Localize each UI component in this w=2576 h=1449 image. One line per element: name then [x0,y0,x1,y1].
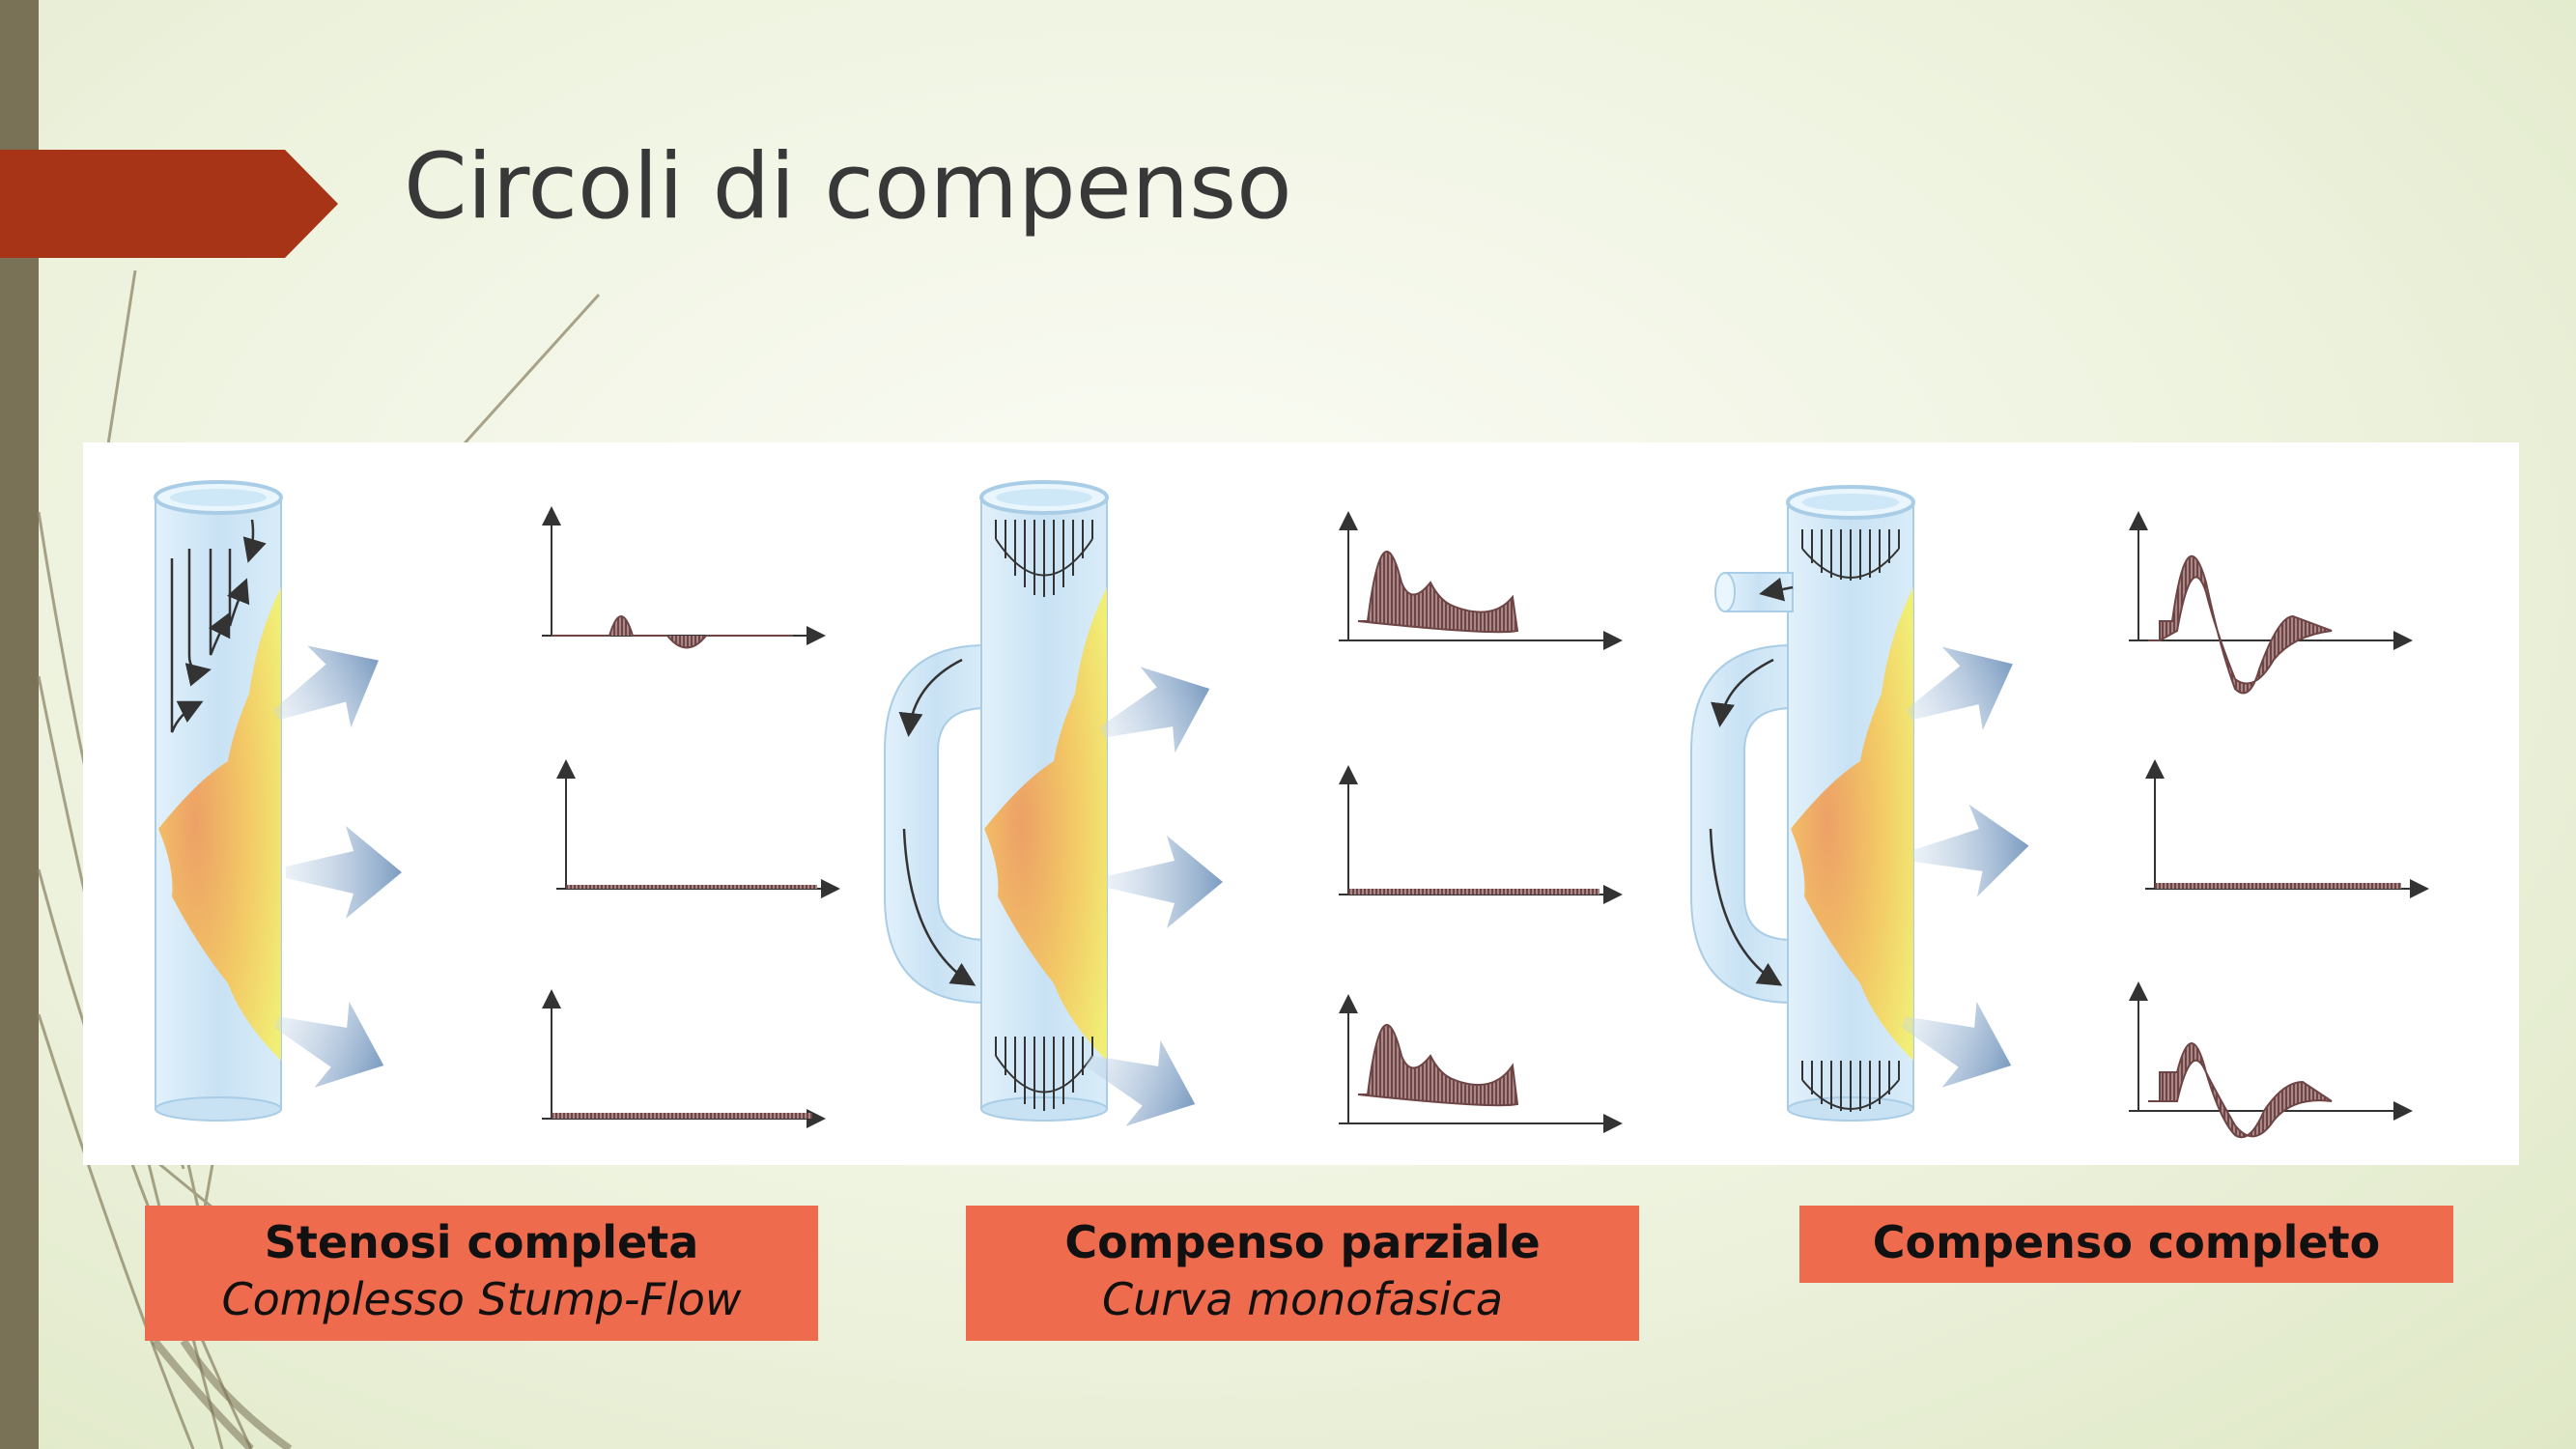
slide-title: Circoli di compenso [404,134,1292,240]
waveform-monophasic-top [1339,515,1619,640]
sample-arrow-middle [1107,836,1223,928]
occluded-vessel [154,480,283,1122]
label-stenosi-completa: Stenosi completa Complesso Stump-Flow [145,1206,818,1341]
label-subtitle: Curva monofasica [1101,1273,1504,1325]
waveform-flat [2145,763,2425,889]
doppler-figure [83,442,2519,1165]
panel-compenso-parziale [884,480,1619,1148]
title-accent-arrow [0,150,338,258]
label-title: Compenso parziale [1064,1216,1541,1268]
sample-arrow-middle [1909,799,2033,902]
waveform-stump-flow [542,510,822,649]
fully-compensated-vessel [1690,485,1915,1122]
waveform-biphasic-bottom [2129,985,2409,1139]
waveform-flat-1 [556,763,836,889]
panel-compenso-completo [1690,485,2425,1139]
sample-arrow-middle [286,826,402,919]
waveform-flat-2 [542,993,822,1119]
waveform-biphasic-top [2129,515,2409,695]
collateral-circulation-diagram [154,480,2519,1148]
label-title: Compenso completo [1872,1216,2381,1268]
bypassed-vessel [884,480,1109,1122]
label-subtitle: Complesso Stump-Flow [221,1273,742,1325]
label-compenso-parziale: Compenso parziale Curva monofasica [966,1206,1639,1341]
waveform-flat [1339,769,1619,895]
waveform-monophasic-bottom [1339,998,1619,1123]
panel-stenosi-completa [154,480,836,1122]
label-compenso-completo: Compenso completo [1799,1206,2453,1283]
label-title: Stenosi completa [264,1216,699,1268]
